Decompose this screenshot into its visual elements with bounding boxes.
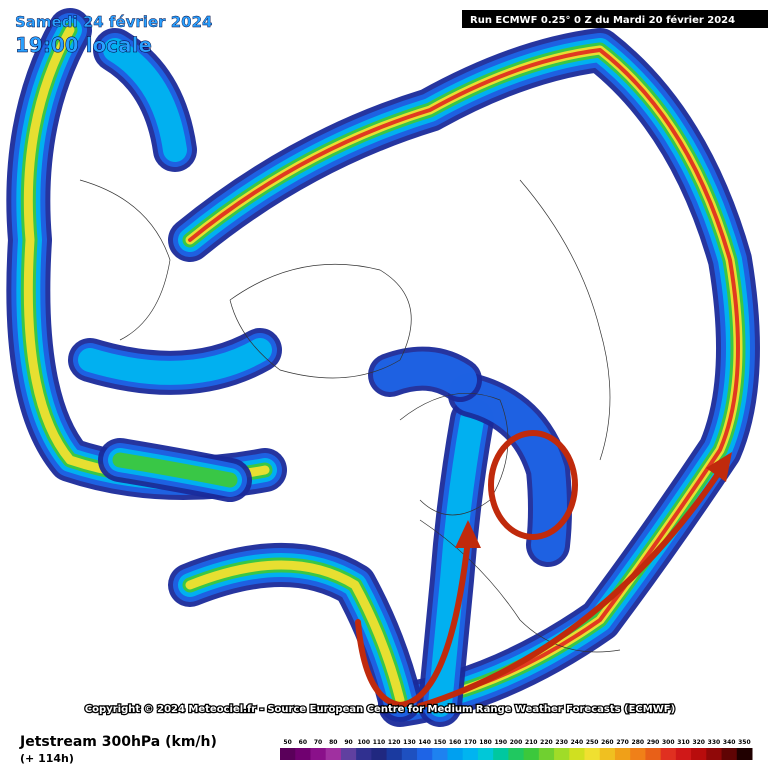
legend-label: 280 — [632, 739, 645, 746]
legend-swatch — [386, 748, 403, 760]
copyright: Copyright © 2024 Meteociel.fr - Source E… — [85, 704, 675, 715]
legend-swatch — [691, 748, 707, 760]
annotations — [355, 430, 725, 709]
arrowhead — [706, 452, 732, 482]
coastline — [419, 519, 621, 653]
legend-swatch — [675, 748, 692, 760]
legend-swatch — [736, 748, 753, 760]
jet-band — [78, 338, 272, 385]
coastline — [79, 179, 171, 341]
legend-label: 150 — [434, 739, 447, 746]
legend-label: 180 — [479, 739, 492, 746]
legend-swatch — [432, 748, 448, 760]
legend-label: 310 — [677, 739, 690, 746]
legend-swatch — [584, 748, 601, 760]
legend-label: 60 — [299, 739, 307, 746]
legend-label: 130 — [403, 739, 416, 746]
jet-band — [185, 560, 405, 705]
jet-band — [373, 351, 477, 397]
legend-swatch — [538, 748, 555, 760]
legend-swatch — [508, 748, 525, 760]
time-label: 19:00 locale — [15, 33, 152, 57]
highlight-circle — [488, 430, 578, 540]
legend-swatch — [477, 748, 494, 760]
legend-label: 300 — [662, 739, 675, 746]
legend-swatch — [721, 748, 738, 760]
legend-swatch — [599, 748, 616, 760]
legend-label: 240 — [571, 739, 584, 746]
legend-swatch — [295, 748, 311, 760]
coastline — [519, 179, 611, 461]
run-label: Run ECMWF 0.25° 0 Z du Mardi 20 février … — [470, 14, 735, 26]
legend-label: 340 — [723, 739, 736, 746]
legend-swatch — [706, 748, 723, 760]
legend-swatch — [569, 748, 586, 760]
legend-label: 260 — [601, 739, 614, 746]
legend-swatch — [630, 748, 646, 760]
legend-label: 50 — [283, 739, 291, 746]
legend-label: 190 — [495, 739, 508, 746]
legend-swatch — [660, 748, 677, 760]
legend-swatch — [554, 748, 570, 760]
legend-swatch — [645, 748, 662, 760]
legend-label: 200 — [510, 739, 523, 746]
footer-lead: (+ 114h) — [20, 752, 74, 765]
jet-band — [103, 38, 187, 162]
legend-label: 230 — [555, 739, 568, 746]
legend-label: 290 — [647, 739, 660, 746]
jet-band — [188, 48, 740, 707]
legend-label: 270 — [616, 739, 629, 746]
legend-swatch — [462, 748, 479, 760]
legend-label: 160 — [449, 739, 462, 746]
legend-swatch — [371, 748, 388, 760]
legend-swatch — [280, 748, 296, 760]
legend-label: 70 — [314, 739, 322, 746]
legend-label: 170 — [464, 739, 477, 746]
date-label: Samedi 24 février 2024 — [15, 13, 212, 31]
legend-swatch — [310, 748, 327, 760]
legend-label: 250 — [586, 739, 599, 746]
legend-label: 100 — [357, 739, 370, 746]
arrow — [417, 465, 725, 709]
legend-label: 220 — [540, 739, 553, 746]
legend-swatch — [401, 748, 418, 760]
jet-band — [428, 408, 484, 717]
legend-label: 210 — [525, 739, 538, 746]
color-legend: 50 60 70 80 90 100 110 120 130 140 150 160 170 180 190… — [280, 739, 753, 760]
legend-swatch — [356, 748, 372, 760]
legend-label: 90 — [344, 739, 352, 746]
coastline — [229, 263, 412, 379]
footer-title: Jetstream 300hPa (km/h) — [19, 734, 217, 750]
arrowhead — [455, 520, 481, 548]
arrowheads — [455, 452, 732, 548]
jet-band — [112, 452, 238, 488]
legend-swatch — [523, 748, 540, 760]
jet-band — [453, 378, 567, 562]
legend-label: 140 — [418, 739, 431, 746]
legend-swatch — [447, 748, 464, 760]
run-box — [462, 10, 768, 28]
legend-label: 80 — [329, 739, 337, 746]
jet-streams — [6, 8, 760, 727]
legend-label: 350 — [738, 739, 751, 746]
legend-swatch — [340, 748, 357, 760]
legend-label: 120 — [388, 739, 401, 746]
arrow — [355, 537, 471, 709]
legend-swatch — [325, 748, 342, 760]
legend-label: 110 — [373, 739, 386, 746]
legend-label: 330 — [708, 739, 721, 746]
legend-swatch — [417, 748, 433, 760]
legend-swatch — [614, 748, 631, 760]
legend-label: 320 — [692, 739, 705, 746]
legend-swatch — [493, 748, 509, 760]
